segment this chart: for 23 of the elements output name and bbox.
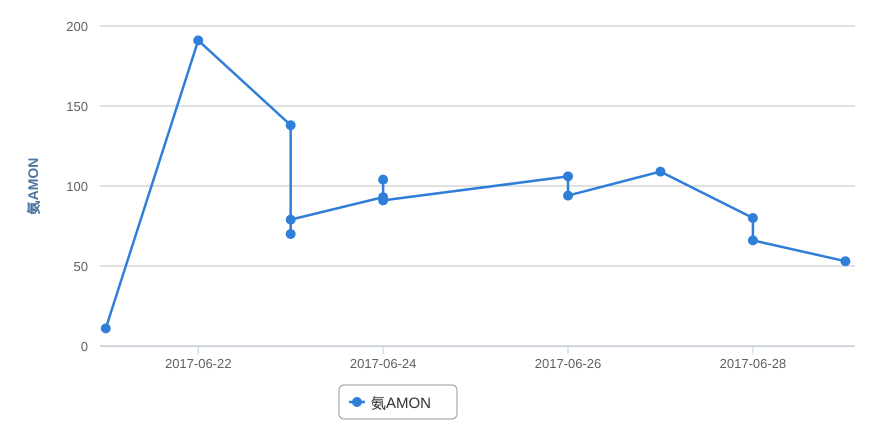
- point: [286, 120, 296, 130]
- y-axis-title: 氨AMON: [25, 158, 41, 216]
- legend-label: 氨AMON: [371, 395, 431, 412]
- y-tick-label: 50: [74, 259, 88, 274]
- point: [840, 256, 850, 266]
- point: [100, 323, 111, 334]
- point: [563, 171, 574, 182]
- point: [563, 190, 574, 201]
- point: [286, 229, 296, 239]
- y-tick-label: 0: [80, 339, 88, 354]
- x-tick-label: 2017-06-28: [720, 356, 786, 371]
- x-tick-label: 2017-06-22: [164, 356, 232, 371]
- x-tick-label: 2017-06-24: [350, 356, 416, 371]
- point: [748, 213, 758, 223]
- y-tick-label: 150: [66, 99, 88, 114]
- point: [286, 214, 296, 225]
- y-tick-label: 200: [66, 19, 88, 34]
- point: [748, 235, 758, 246]
- point: [193, 35, 204, 46]
- x-tick-label: 2017-06-26: [534, 356, 602, 371]
- point: [655, 166, 666, 177]
- y-tick-label: 100: [66, 179, 88, 194]
- point: [378, 174, 388, 185]
